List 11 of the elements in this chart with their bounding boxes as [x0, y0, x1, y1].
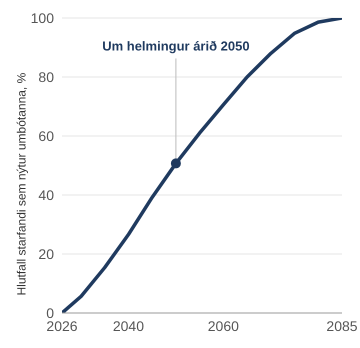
annotation: Um helmingur árið 2050	[102, 38, 250, 54]
y-tick-label: 60	[38, 128, 54, 144]
y-tick-label: 80	[38, 68, 54, 85]
y-tick-label: 100	[30, 10, 54, 26]
x-tick-label: 2060	[208, 318, 240, 334]
y-axis-title: Hlutfall starfandi sem nýtur umbótanna, %	[14, 72, 28, 296]
line-series	[62, 18, 342, 313]
x-tick-label: 2085	[326, 318, 358, 334]
x-tick-label: 2040	[112, 318, 144, 334]
y-tick-label: 20	[38, 246, 54, 262]
y-tick-label: 40	[38, 186, 54, 203]
